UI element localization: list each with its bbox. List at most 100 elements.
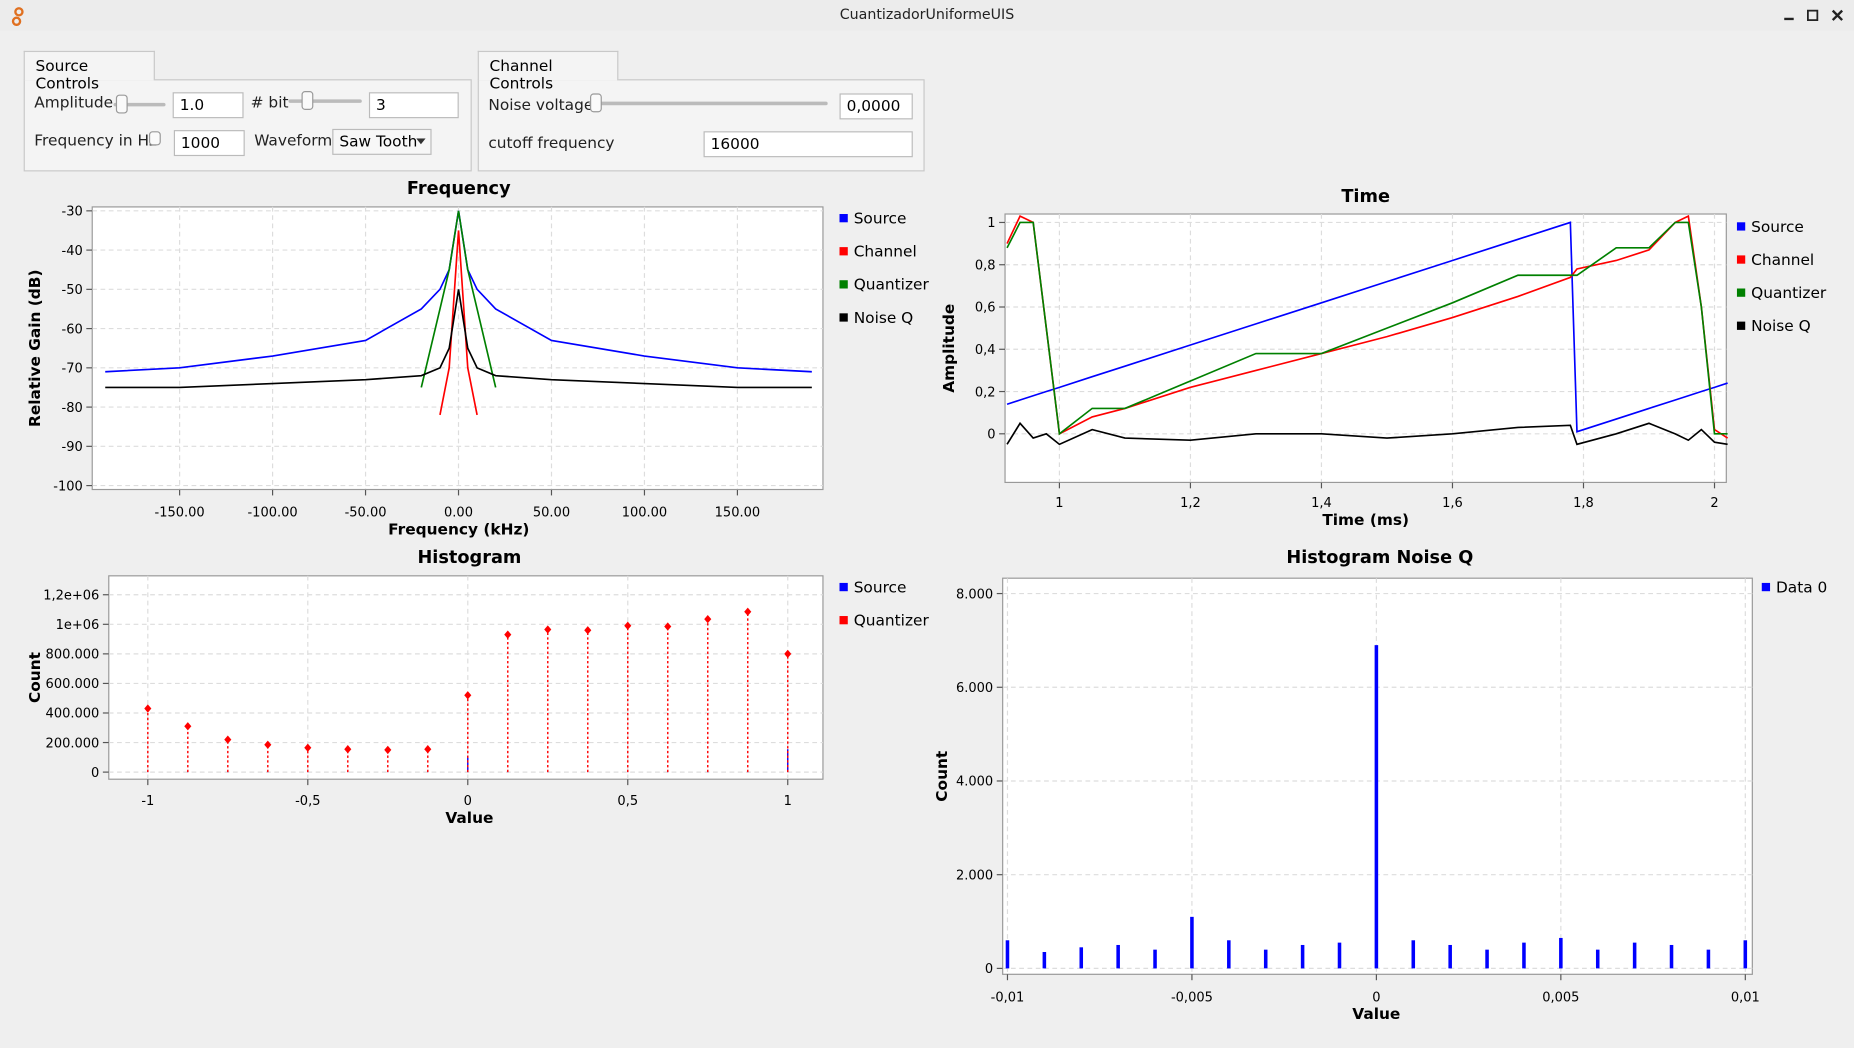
x-axis-label: Time (ms) xyxy=(1322,511,1409,529)
amplitude-input[interactable]: 1.0 xyxy=(172,92,244,119)
window-title: CuantizadorUniformeUIS xyxy=(839,5,1015,23)
noise-label: Noise voltage xyxy=(488,96,594,115)
y-tick-label: 0,6 xyxy=(975,301,996,316)
y-axis-label: Relative Gain (dB) xyxy=(26,269,44,427)
legend-swatch xyxy=(839,313,848,322)
legend-label: Data 0 xyxy=(1776,578,1827,596)
waveform-label: Waveform: xyxy=(254,132,338,151)
title-bar xyxy=(0,0,1854,31)
combo-arrow xyxy=(416,138,426,145)
x-tick-label: 1 xyxy=(784,794,792,809)
channel-tab[interactable]: Channel Controls xyxy=(477,50,619,93)
legend-swatch xyxy=(1736,288,1746,297)
x-tick-label: 0,01 xyxy=(1731,990,1760,1005)
x-tick-label: 1 xyxy=(1055,496,1063,511)
legend-swatch xyxy=(839,247,848,256)
legend-swatch xyxy=(839,582,848,592)
x-tick-label: 2 xyxy=(1710,496,1718,511)
legend-swatch xyxy=(839,280,848,289)
x-axis-label: Value xyxy=(1352,1005,1400,1023)
legend-swatch xyxy=(1736,321,1746,330)
plot-area xyxy=(1004,213,1727,484)
y-tick-label: 1,2e+06 xyxy=(43,588,99,603)
frequency-spin[interactable]: 1000 xyxy=(173,130,245,157)
y-tick-label: 0 xyxy=(987,428,995,443)
x-tick-label: 0.00 xyxy=(444,506,473,521)
x-tick-label: 0,005 xyxy=(1542,990,1579,1005)
y-tick-label: 0,4 xyxy=(975,343,996,358)
stem-marker xyxy=(584,626,592,635)
x-tick-label: -100.00 xyxy=(247,506,297,521)
stem-marker xyxy=(624,621,632,630)
window-buttons[interactable] xyxy=(1780,7,1849,24)
stem-marker xyxy=(224,735,232,744)
x-tick-label: -150.00 xyxy=(155,506,205,521)
x-tick-label: -1 xyxy=(141,794,154,809)
y-tick-label: 800.000 xyxy=(46,648,100,663)
source-tab[interactable]: Source Controls xyxy=(23,50,155,93)
x-tick-label: -50.00 xyxy=(345,506,387,521)
y-tick-label: 400.000 xyxy=(46,707,100,722)
app-icon xyxy=(11,7,24,27)
frequency-label: Frequency in Hz xyxy=(34,132,158,151)
x-axis-label: Value xyxy=(445,809,493,827)
amplitude-label: Amplitude xyxy=(34,94,114,113)
series-line xyxy=(1006,221,1728,433)
y-tick-label: -50 xyxy=(62,283,83,298)
y-tick-label: -40 xyxy=(62,244,83,259)
slider-knob[interactable] xyxy=(301,91,314,110)
y-tick-label: -30 xyxy=(62,205,83,220)
x-tick-label: 100.00 xyxy=(622,506,668,521)
y-tick-label: 0,2 xyxy=(975,385,996,400)
bit-slider[interactable] xyxy=(288,99,362,103)
y-tick-label: 1 xyxy=(987,216,995,231)
amplitude-slider[interactable] xyxy=(113,102,166,107)
chart-title: Histogram Noise Q xyxy=(1286,548,1473,568)
x-tick-label: 1,6 xyxy=(1442,496,1463,511)
y-tick-label: -70 xyxy=(62,362,83,377)
slider-knob[interactable] xyxy=(115,94,128,114)
stem-marker xyxy=(544,625,552,634)
series-line xyxy=(1006,221,1728,436)
stem-marker xyxy=(144,704,152,713)
cutoff-label: cutoff frequency xyxy=(488,134,615,153)
legend-swatch xyxy=(839,616,848,625)
slider-knob[interactable] xyxy=(590,93,602,113)
slider-knob[interactable] xyxy=(148,131,161,146)
noise-slider[interactable] xyxy=(588,101,828,106)
x-tick-label: -0,5 xyxy=(295,794,320,809)
legend-swatch xyxy=(839,214,848,223)
x-tick-label: 50.00 xyxy=(533,506,570,521)
cutoff-spin[interactable]: 16000 xyxy=(703,131,913,158)
x-tick-label: 0 xyxy=(1372,990,1380,1005)
legend-label: Quantizer xyxy=(1751,284,1827,302)
legend-swatch xyxy=(1761,582,1771,592)
y-tick-label: -90 xyxy=(62,440,83,455)
y-tick-label: 2.000 xyxy=(956,868,993,883)
chart-title: Histogram xyxy=(417,548,521,568)
y-tick-label: 1e+06 xyxy=(56,618,100,633)
y-tick-label: -80 xyxy=(62,401,83,416)
series-line xyxy=(1006,421,1728,446)
legend-label: Source xyxy=(854,578,907,596)
y-axis-label: Count xyxy=(26,652,44,703)
legend-label: Noise Q xyxy=(854,309,914,327)
x-tick-label: 150.00 xyxy=(715,506,761,521)
y-tick-label: 0,8 xyxy=(975,258,996,273)
plot-area xyxy=(108,575,824,780)
legend-label: Quantizer xyxy=(854,611,930,629)
legend-label: Channel xyxy=(854,243,917,261)
y-axis-label: Count xyxy=(933,751,951,802)
waveform-combo[interactable]: Saw Tooth xyxy=(332,128,432,155)
noise-spin[interactable]: 0,0000 xyxy=(839,93,913,120)
stem-marker xyxy=(664,622,672,631)
x-tick-label: 1,2 xyxy=(1180,496,1201,511)
bit-input[interactable]: 3 xyxy=(368,92,459,119)
x-tick-label: -0,005 xyxy=(1171,990,1213,1005)
stem-marker xyxy=(784,649,792,659)
y-tick-label: 0 xyxy=(91,766,99,781)
y-axis-label: Amplitude xyxy=(940,304,958,393)
